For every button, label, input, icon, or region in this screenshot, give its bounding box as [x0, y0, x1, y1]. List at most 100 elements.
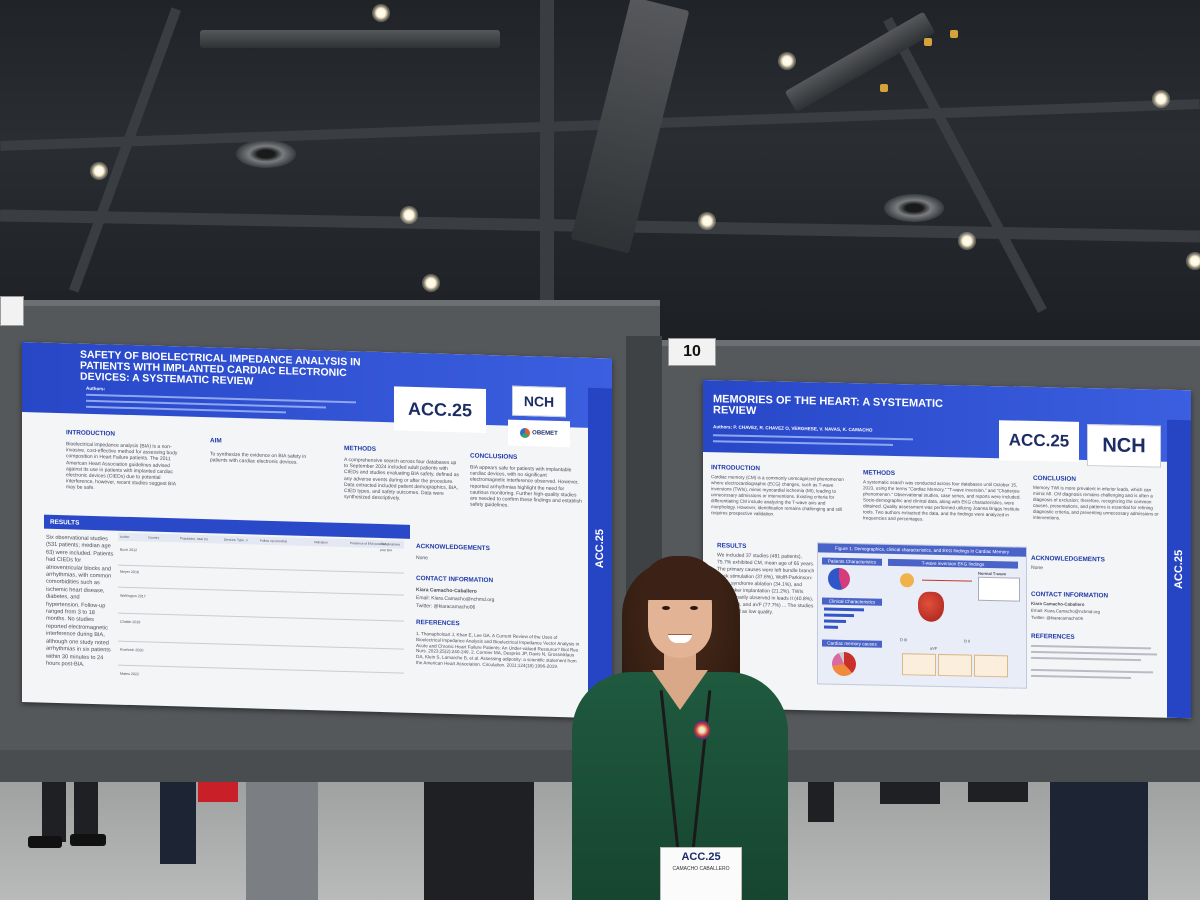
- ceiling-light: [400, 206, 418, 224]
- figure-title: Figure 1. Demographics, clinical charact…: [818, 543, 1026, 557]
- reference-line: [1031, 668, 1153, 674]
- table-header: Complications post BIA: [380, 541, 401, 553]
- presenter-pin-icon: [694, 720, 710, 740]
- figure-panel-header: Patients Characteristics: [822, 557, 882, 566]
- table-header: Country: [148, 535, 160, 540]
- contact-twitter: Twitter: @kiaracamacho06: [1031, 614, 1084, 621]
- section-introduction: INTRODUCTION: [66, 429, 115, 438]
- section-acknowledgements: ACKNOWLEDGEMENTS: [416, 543, 490, 553]
- clinical-bar: [824, 613, 854, 618]
- ekg-lead-chart: [938, 653, 972, 677]
- ceiling-beam: [68, 7, 182, 293]
- presenter-eye: [662, 606, 670, 610]
- poster-authors-label: Authors:: [86, 385, 106, 392]
- table-divider: [118, 664, 404, 674]
- poster-bia-safety: SAFETY OF BIOELECTRICAL IMPEDANCE ANALYS…: [22, 342, 612, 719]
- section-aim: AIM: [210, 437, 222, 445]
- board-number-tag: 10: [668, 338, 716, 366]
- ceiling-fixture: [880, 84, 888, 92]
- section-methods: METHODS: [863, 469, 895, 478]
- presenter-eye: [690, 606, 698, 610]
- aim-text: To synthesize the evidence on BIA safety…: [210, 451, 307, 466]
- table-row: Meyer 2016: [120, 569, 139, 575]
- ekg-lead-chart: [974, 654, 1008, 678]
- section-contact: CONTACT INFORMATION: [1031, 590, 1109, 600]
- contact-twitter: Twitter: @kiaracamacho06: [416, 603, 476, 611]
- reference-line: [1031, 644, 1151, 650]
- section-acknowledgements: ACKNOWLEDGEMENTS: [1031, 554, 1105, 564]
- section-results: RESULTS: [717, 542, 747, 550]
- section-references: REFERENCES: [416, 619, 460, 628]
- ceiling-fixture: [950, 30, 958, 38]
- shoe: [28, 836, 62, 848]
- presenter-smile: [668, 634, 692, 643]
- ceiling-vent: [884, 194, 944, 222]
- obemet-icon: [520, 427, 531, 439]
- sex-pie-chart: [828, 567, 850, 591]
- section-introduction: INTRODUCTION: [711, 464, 760, 473]
- table-row: Roehrich 2020: [120, 647, 144, 653]
- figure-panel: Figure 1. Demographics, clinical charact…: [817, 542, 1027, 689]
- lead-label: aVF: [930, 645, 938, 651]
- heart-icon: [918, 591, 944, 623]
- background-person-leg: [968, 782, 1028, 802]
- figure-panel-header: Clinical Characteristics: [822, 597, 882, 606]
- acknowledgements-text: None: [1031, 564, 1043, 572]
- side-stripe: ACC.25: [1167, 419, 1191, 719]
- name-badge: ACC.25 CAMACHO CABALLERO: [660, 847, 742, 900]
- causes-donut-chart: [832, 651, 856, 677]
- ceiling-light: [90, 162, 108, 180]
- poster-title: MEMORIES OF THE HEART: A SYSTEMATIC REVI…: [713, 393, 943, 418]
- ceiling-duct: [200, 30, 500, 48]
- author-line: [86, 405, 286, 414]
- acc-logo: ACC.25: [394, 386, 486, 433]
- acc-logo: ACC.25: [999, 420, 1079, 462]
- background-person-trousers: [1050, 782, 1148, 900]
- nch-logo: NCH: [1087, 424, 1161, 468]
- ceiling-light: [958, 232, 976, 250]
- ceiling-fixture: [924, 38, 932, 46]
- methods-text: A systematic search was conducted across…: [863, 479, 1021, 522]
- background-person-leg: [808, 782, 834, 822]
- ekg-trace-icon: [922, 579, 972, 582]
- ceiling-light: [422, 274, 440, 292]
- ceiling-beam: [883, 16, 1047, 314]
- lead-label: D II: [964, 638, 971, 644]
- background-person-leg: [74, 782, 98, 838]
- clinical-bar: [824, 607, 864, 612]
- background-person-trousers: [424, 782, 534, 900]
- section-conclusion: CONCLUSION: [1033, 474, 1076, 483]
- clinical-bar: [824, 625, 838, 629]
- contact-name: Kiara Camacho-Caballero: [416, 587, 477, 595]
- clinical-bar: [824, 619, 846, 623]
- doctor-icon: [900, 573, 914, 588]
- section-methods: METHODS: [344, 444, 376, 453]
- methods-text: A comprehensive search across four datab…: [344, 456, 459, 502]
- poster-cardiac-memory: MEMORIES OF THE HEART: A SYSTEMATIC REVI…: [703, 380, 1191, 719]
- ceiling-vent: [236, 140, 296, 168]
- results-text: Six observational studies (531 patients;…: [46, 534, 114, 668]
- reference-line: [1031, 650, 1157, 656]
- poster-authors: Authors: P. CHAVEZ, R. CHAVEZ O, VERGHES…: [713, 424, 873, 433]
- presenter-hair-top: [640, 556, 720, 600]
- table-header: Population, total (n): [180, 536, 208, 542]
- background-person-leg: [880, 782, 940, 804]
- reference-line: [1031, 656, 1141, 662]
- board-number-tag: [0, 296, 24, 326]
- table-row: Mateo 2022: [120, 671, 139, 677]
- ceiling-beam: [540, 0, 554, 340]
- ceiling-light: [778, 52, 796, 70]
- contact-email: Email: Kiara.Camacho@nchmd.org: [416, 595, 495, 604]
- lead-label: D III: [900, 637, 908, 643]
- conclusion-text: Memory TWI is more prevalent in inferior…: [1033, 484, 1159, 521]
- ekg-lead-chart: [902, 653, 936, 676]
- badge-logo: ACC.25: [681, 851, 721, 863]
- table-row: Wellington 2017: [120, 593, 146, 599]
- background-person-leg: [160, 782, 196, 864]
- background-person-leg: [42, 782, 66, 842]
- badge-name: CAMACHO CABALLERO: [672, 866, 730, 872]
- results-table: Author Country Population, total (n) Dev…: [118, 532, 404, 691]
- obemet-label: OBEMET: [532, 430, 558, 437]
- table-header: Follow up (months): [260, 538, 288, 544]
